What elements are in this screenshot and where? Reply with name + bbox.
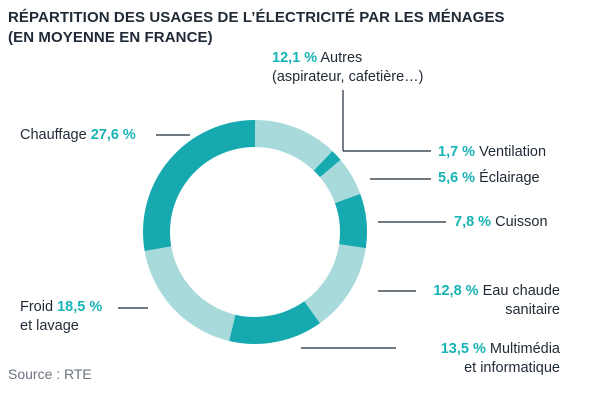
donut-slice-froid	[144, 246, 236, 341]
value-cuisson: 7,8 %	[454, 214, 492, 230]
name-froid: Froid	[20, 299, 54, 315]
name-cuisson: Cuisson	[495, 214, 548, 230]
label-eau: 12,8 % Eau chaude sanitaire	[424, 282, 560, 320]
source-note: Source : RTE	[8, 366, 92, 382]
label-froid: Froid 18,5 % et lavage	[20, 298, 102, 336]
donut-slice-eclairage	[319, 159, 361, 204]
donut-slice-cuisson	[334, 193, 368, 249]
name-autres-detail: (aspirateur, cafetière…)	[272, 69, 424, 85]
donut-slice-autres	[255, 120, 333, 171]
chart-title-line1: RÉPARTITION DES USAGES DE L’ÉLECTRICITÉ …	[8, 9, 505, 26]
label-cuisson: 7,8 % Cuisson	[454, 213, 548, 232]
value-multimedia: 13,5 %	[440, 341, 486, 357]
label-eclairage: 5,6 % Éclairage	[438, 169, 540, 188]
name-eclairage: Éclairage	[479, 170, 540, 186]
label-chauffage: Chauffage 27,6 %	[20, 126, 136, 145]
donut-slice-ventilation	[313, 151, 341, 178]
name-froid-detail: et lavage	[20, 318, 79, 334]
name-chauffage: Chauffage	[20, 127, 87, 143]
label-autres: 12,1 % Autres (aspirateur, cafetière…)	[272, 49, 424, 87]
name-eau-detail: sanitaire	[505, 302, 560, 318]
donut-slice-eau	[304, 244, 366, 324]
value-froid: 18,5 %	[57, 299, 103, 315]
name-multimedia-detail: et informatique	[464, 360, 560, 376]
value-eau: 12,8 %	[433, 283, 479, 299]
label-ventilation: 1,7 % Ventilation	[438, 143, 546, 162]
donut-slice-chauffage	[142, 120, 255, 251]
chart-title-line2: (EN MOYENNE EN FRANCE)	[8, 29, 213, 46]
donut-slice-multimedia	[229, 301, 320, 344]
chart-title: RÉPARTITION DES USAGES DE L’ÉLECTRICITÉ …	[8, 8, 505, 48]
name-eau: Eau chaude	[482, 283, 560, 299]
value-ventilation: 1,7 %	[438, 144, 476, 160]
label-multimedia: 13,5 % Multimédia et informatique	[404, 340, 560, 378]
name-autres: Autres	[320, 50, 363, 66]
value-eclairage: 5,6 %	[438, 170, 476, 186]
name-ventilation: Ventilation	[479, 144, 547, 160]
value-chauffage: 27,6 %	[90, 127, 136, 143]
value-autres: 12,1 %	[272, 50, 318, 66]
name-multimedia: Multimédia	[489, 341, 560, 357]
